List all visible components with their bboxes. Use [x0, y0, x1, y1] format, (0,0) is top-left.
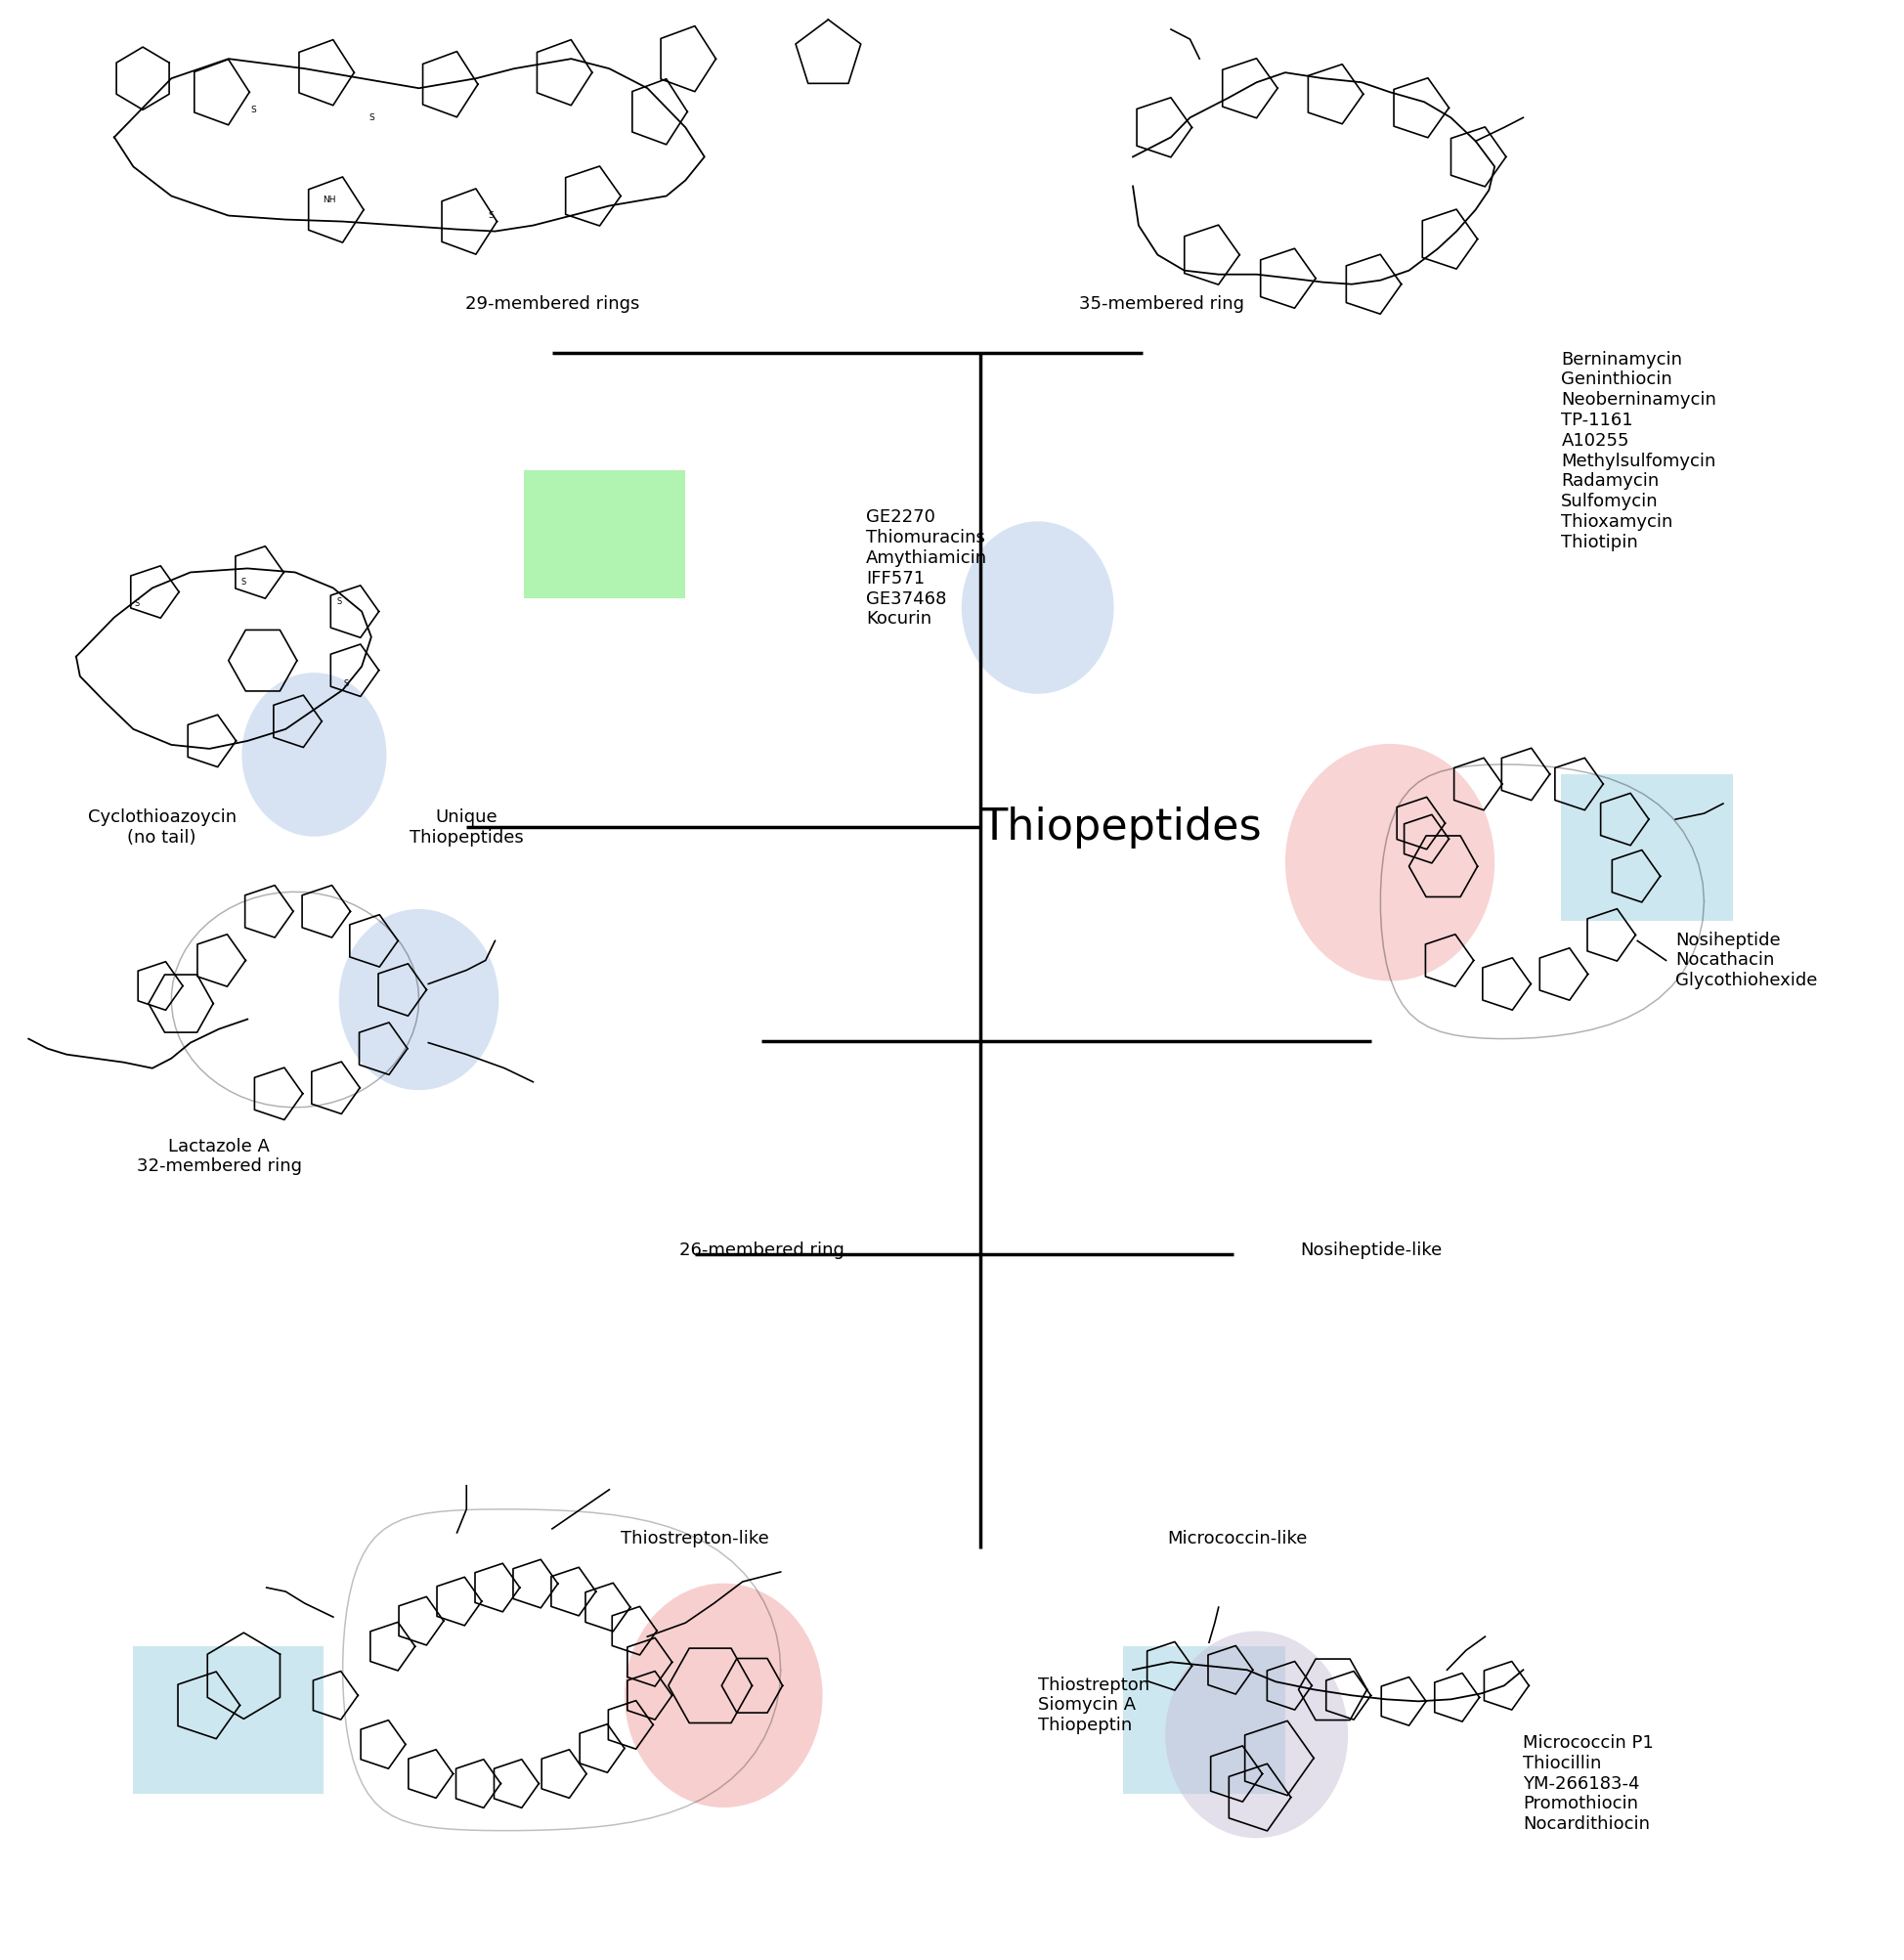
- Text: Micrococcin-like: Micrococcin-like: [1167, 1531, 1308, 1546]
- Text: S: S: [242, 578, 246, 586]
- Text: 35-membered ring: 35-membered ring: [1080, 296, 1243, 312]
- Text: Nosiheptide
Nocathacin
Glycothiohexide: Nosiheptide Nocathacin Glycothiohexide: [1676, 931, 1818, 990]
- Text: Berninamycin
Geninthiocin
Neoberninamycin
TP-1161
A10255
Methylsulfomycin
Radamy: Berninamycin Geninthiocin Neoberninamyci…: [1561, 351, 1717, 551]
- Text: Cyclothioazoycin
(no tail): Cyclothioazoycin (no tail): [88, 808, 236, 847]
- Text: 26-membered ring: 26-membered ring: [680, 1243, 843, 1258]
- Bar: [524, 470, 685, 598]
- Text: S: S: [251, 106, 255, 114]
- Ellipse shape: [1165, 1631, 1348, 1838]
- Text: Lactazole A
32-membered ring: Lactazole A 32-membered ring: [137, 1137, 301, 1176]
- Bar: [1561, 774, 1733, 921]
- Text: Micrococcin P1
Thiocillin
YM-266183-4
Promothiocin
Nocardithiocin: Micrococcin P1 Thiocillin YM-266183-4 Pr…: [1523, 1735, 1655, 1833]
- Text: S: S: [489, 212, 493, 220]
- Text: NH: NH: [324, 196, 335, 204]
- Text: GE2270
Thiomuracins
Amythiamicin
IFF571
GE37468
Kocurin: GE2270 Thiomuracins Amythiamicin IFF571 …: [866, 510, 988, 627]
- Ellipse shape: [242, 672, 387, 837]
- Ellipse shape: [339, 909, 499, 1090]
- Bar: [1123, 1646, 1285, 1793]
- Ellipse shape: [625, 1584, 823, 1807]
- Text: Thiopeptides: Thiopeptides: [981, 806, 1262, 849]
- Text: S: S: [345, 680, 348, 688]
- Text: S: S: [337, 598, 341, 606]
- Ellipse shape: [1285, 743, 1495, 980]
- Ellipse shape: [962, 521, 1114, 694]
- Bar: [133, 1646, 324, 1793]
- Text: Thiostrepton-like: Thiostrepton-like: [621, 1531, 769, 1546]
- Text: Thiostrepton
Siomycin A
Thiopeptin: Thiostrepton Siomycin A Thiopeptin: [1038, 1676, 1150, 1735]
- Text: S: S: [135, 600, 139, 608]
- Text: Unique
Thiopeptides: Unique Thiopeptides: [409, 808, 524, 847]
- Text: 29-membered rings: 29-membered rings: [465, 296, 640, 312]
- Text: Nosiheptide-like: Nosiheptide-like: [1300, 1243, 1441, 1258]
- Text: S: S: [369, 114, 373, 122]
